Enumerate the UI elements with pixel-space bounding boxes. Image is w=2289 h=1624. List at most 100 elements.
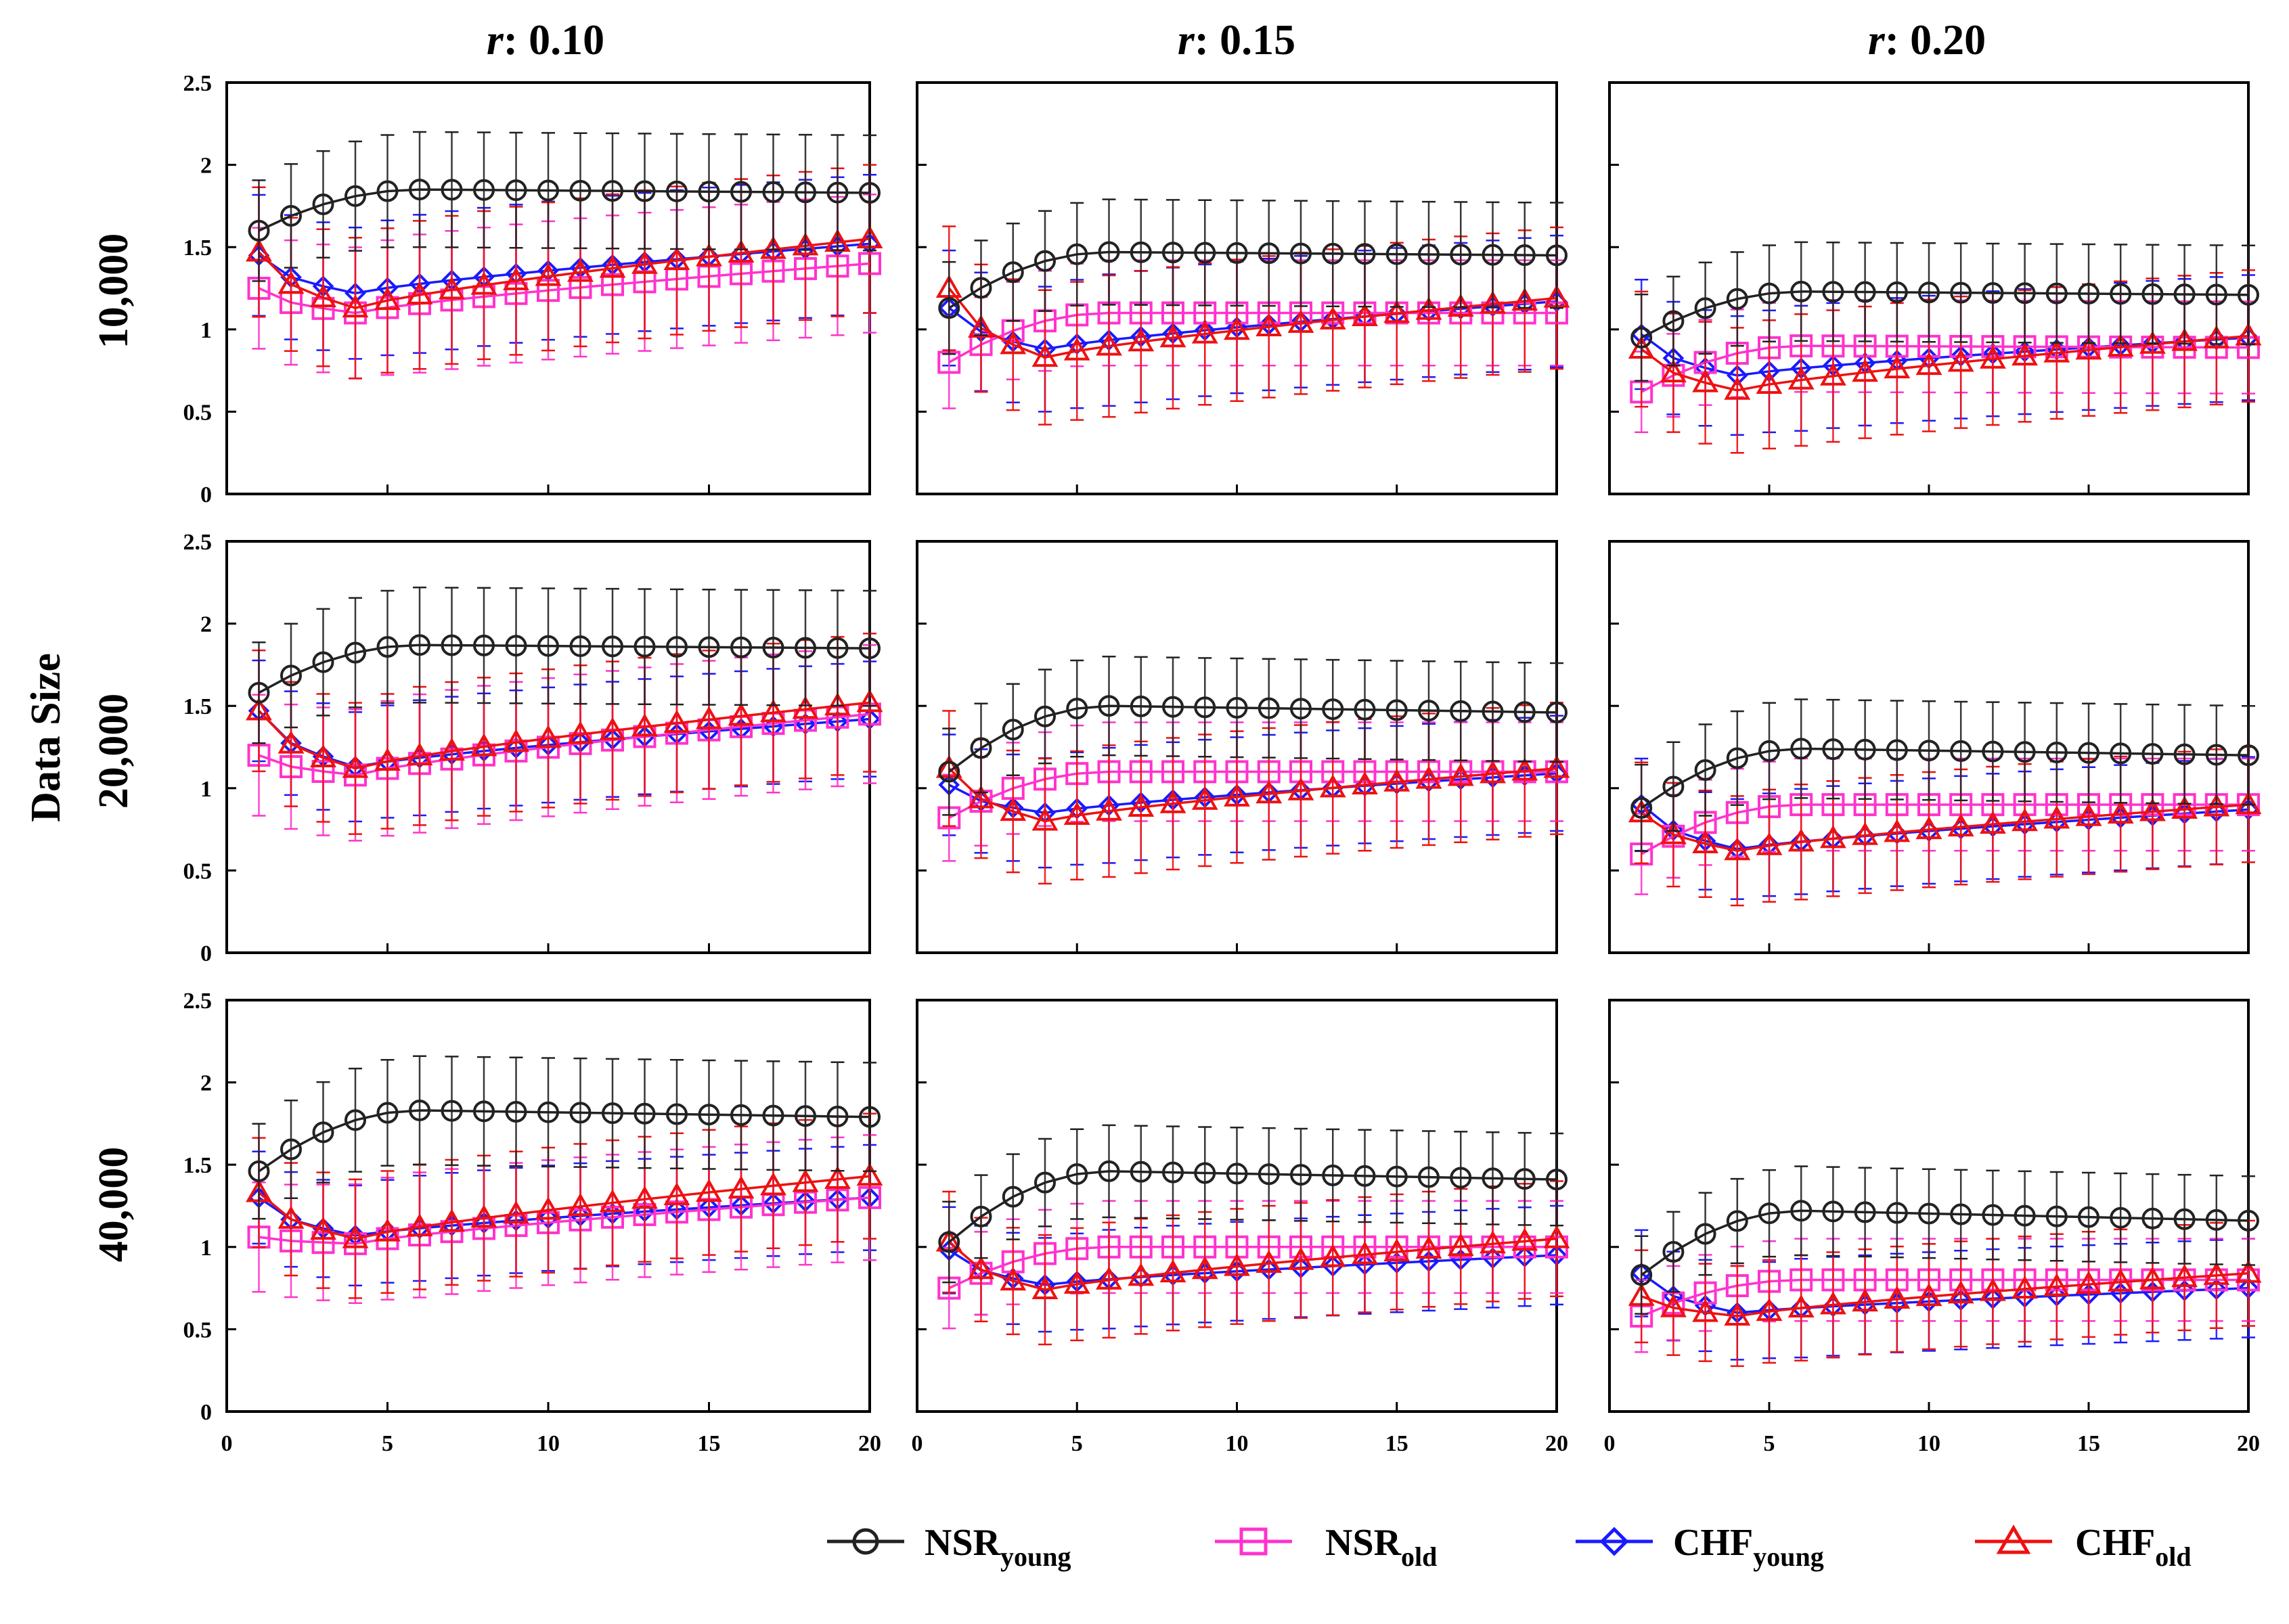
chart-panel: 0 0.5 1 1.5 2 2.5 0 5 10 15 20 — [183, 989, 883, 1456]
circle-marker — [505, 179, 527, 202]
series-nsr-young — [938, 198, 1568, 355]
legend-label: CHFold — [2075, 1522, 2192, 1572]
column-prefix: r — [1868, 16, 1886, 64]
circle-marker — [859, 1106, 881, 1128]
legend-label-sub: young — [1000, 1541, 1071, 1572]
legend-label: CHFyoung — [1673, 1522, 1824, 1572]
triangle-marker — [1660, 359, 1687, 383]
series-nsr-young — [938, 1124, 1568, 1284]
triangle-marker — [2012, 808, 2039, 832]
series-nsr-old — [937, 259, 1568, 409]
triangle-marker — [439, 1209, 465, 1232]
circle-marker — [1002, 1186, 1024, 1208]
series-line — [948, 704, 1557, 773]
circle-marker — [938, 297, 960, 319]
circle-marker — [1226, 1163, 1248, 1185]
triangle-marker — [1415, 1236, 1442, 1259]
triangle-marker — [310, 1217, 336, 1240]
circle-marker — [1854, 281, 1876, 303]
circle-marker — [795, 1105, 816, 1127]
circle-marker — [1726, 288, 1748, 310]
legend-label-base: CHF — [1673, 1522, 1753, 1564]
circle-marker — [1918, 740, 1940, 762]
triangle-marker — [1159, 790, 1186, 813]
triangle-marker — [535, 725, 562, 748]
circle-marker — [859, 637, 881, 660]
triangle-marker — [856, 1163, 883, 1186]
circle-marker — [376, 180, 399, 202]
circle-marker — [376, 636, 399, 658]
circle-marker — [441, 634, 463, 656]
triangle-marker — [2235, 791, 2262, 815]
circle-marker — [1385, 699, 1408, 721]
series-chf-old — [246, 164, 883, 380]
y-tick-label: 2 — [200, 154, 212, 179]
circle-marker — [826, 637, 849, 659]
triangle-marker — [1031, 1276, 1059, 1300]
triangle-marker — [567, 721, 594, 744]
triangle-marker — [1947, 348, 1974, 372]
triangle-marker — [2171, 1264, 2198, 1288]
circle-marker — [666, 1103, 688, 1125]
circle-marker — [634, 1102, 656, 1125]
triangle-marker — [1319, 306, 1346, 330]
triangle-marker — [1352, 1241, 1378, 1265]
triangle-marker — [631, 1186, 658, 1209]
triangle-marker — [1692, 1299, 1719, 1322]
circle-marker — [1950, 740, 1972, 762]
triangle-marker — [631, 250, 658, 274]
x-tick-label: 0 — [221, 1431, 233, 1456]
triangle-marker — [2139, 1266, 2166, 1290]
triangle-marker — [1415, 765, 1442, 789]
circle-marker — [795, 181, 816, 204]
circle-marker — [762, 1104, 784, 1127]
triangle-marker — [1660, 821, 1687, 844]
triangle-marker — [2139, 798, 2166, 821]
triangle-marker — [2043, 1273, 2070, 1296]
legend-label-sub: young — [1753, 1541, 1824, 1572]
circle-marker — [2238, 744, 2259, 767]
circle-marker — [1482, 700, 1504, 723]
column-value: : 0.10 — [504, 16, 604, 64]
y-tick-label: 2.5 — [183, 530, 213, 555]
triangle-marker — [1511, 287, 1538, 311]
circle-marker — [248, 1160, 270, 1182]
chart-panel: 0 5 10 15 20 — [1604, 999, 2262, 1456]
circle-marker — [730, 181, 752, 203]
circle-marker — [762, 181, 784, 203]
circle-marker — [1886, 1202, 1908, 1224]
triangle-marker — [824, 1165, 851, 1189]
circle-marker — [1322, 242, 1344, 265]
circle-marker — [569, 179, 592, 202]
circle-marker — [1694, 1223, 1716, 1245]
circle-marker — [1482, 244, 1504, 266]
legend: NSRyoung NSRold CHFyoung CHFold — [827, 1522, 2192, 1572]
column-value: : 0.15 — [1195, 16, 1295, 64]
circle-marker — [1098, 241, 1120, 263]
triangle-marker — [406, 281, 433, 304]
triangle-marker — [2075, 803, 2102, 826]
y-tick-label: 1.5 — [183, 235, 213, 261]
circle-marker — [1258, 697, 1280, 719]
circle-marker — [248, 219, 270, 242]
series-line — [258, 242, 870, 295]
circle-marker — [2078, 282, 2099, 304]
series-line — [948, 300, 1557, 351]
circle-marker — [1290, 698, 1312, 720]
triangle-marker — [2075, 336, 2102, 360]
series-nsr-old — [1630, 757, 2260, 895]
circle-marker — [1034, 1171, 1056, 1194]
circle-marker — [1886, 281, 1908, 303]
triangle-marker — [1319, 1244, 1346, 1267]
triangle-marker — [663, 1182, 690, 1206]
triangle-marker — [1319, 774, 1346, 798]
column-title-2: r: 0.15 — [1178, 16, 1295, 64]
circle-marker — [409, 1099, 430, 1121]
triangle-marker — [1915, 816, 1942, 840]
triangle-marker — [1756, 832, 1783, 855]
triangle-marker — [728, 702, 755, 726]
column-title-1: r: 0.10 — [487, 16, 604, 64]
x-tick-label: 5 — [1071, 1431, 1083, 1456]
circle-marker — [1630, 1264, 1653, 1286]
triangle-marker — [1447, 1233, 1474, 1257]
